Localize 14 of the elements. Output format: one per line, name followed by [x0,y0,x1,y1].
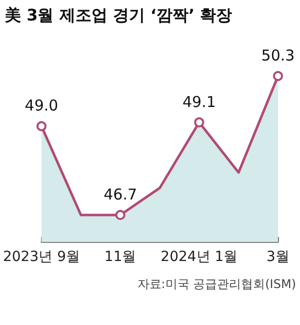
data-label: 46.7 [104,185,138,204]
x-tick-label: 2023년 9월 [2,249,80,265]
annotation: 자료:미국 공급관리협회(ISM) [137,277,296,291]
x-tick-label: 11월 [104,249,136,265]
chart-title: 美 3월 제조업 경기 ‘깜짝’ 확장 [4,6,232,24]
x-tick-label: 3월 [266,249,290,265]
point [115,210,126,220]
point [273,71,283,82]
data-label: 49.1 [182,92,216,111]
data-label: 49.0 [24,96,58,115]
point [194,117,204,128]
data-label: 50.3 [261,46,295,65]
x-tick-label: 2024년 1월 [160,249,238,265]
point [36,121,46,132]
